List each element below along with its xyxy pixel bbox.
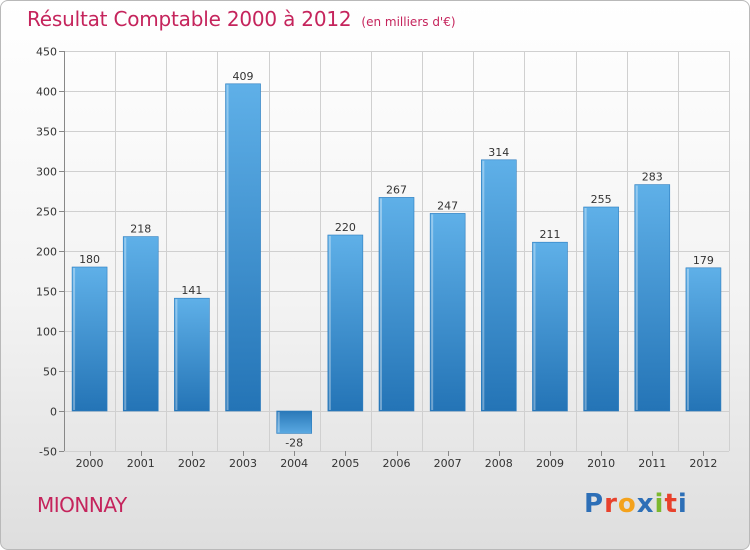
x-tick-label-2001: 2001 [127,457,155,470]
x-tick-label-2011: 2011 [638,457,666,470]
y-tick-label: 0 [50,406,57,419]
data-label-2011: 283 [642,171,663,184]
x-tick-label-2009: 2009 [536,457,564,470]
x-tick-label-2003: 2003 [229,457,257,470]
logo-letter: o [617,489,637,519]
bar-highlight-2010 [584,208,587,410]
bar-2008 [481,159,517,412]
bar-2007 [429,213,466,412]
data-label-2007: 247 [437,199,458,212]
data-label-2006: 267 [386,183,407,196]
data-label-2009: 211 [539,228,560,241]
bar-highlight-2006 [380,198,382,410]
bar-highlight-2003 [226,84,229,411]
data-label-2008: 314 [488,146,509,159]
x-tick-label-2010: 2010 [587,457,615,470]
y-tick-label: 400 [36,86,57,99]
x-tick-label-2012: 2012 [689,457,717,470]
city-name: MIONNAY [37,493,127,517]
bar-2009 [532,241,568,412]
bar-2012 [685,267,722,412]
bar-2000 [71,266,108,412]
bar-2005 [327,234,364,412]
bar-highlight-2012 [686,268,689,410]
data-label-2001: 218 [130,223,151,236]
logo-letter: r [604,489,618,519]
y-tick-label: 350 [36,126,57,139]
bar-highlight-2000 [73,268,76,410]
title-text: Résultat Comptable 2000 à 2012 [27,7,352,31]
bar-2003 [225,83,261,412]
data-label-2010: 255 [591,193,612,206]
bar-highlight-2005 [328,236,331,410]
bar-highlight-2008 [482,160,485,410]
y-tick-label: -50 [39,446,57,459]
data-label-2005: 220 [335,221,356,234]
bar-highlight-2004 [277,412,280,433]
bar-highlight-2007 [431,214,434,410]
bar-highlight-2002 [175,299,178,410]
y-tick-label: 200 [36,246,57,259]
bar-highlight-2009 [533,243,536,410]
y-tick-label: 100 [36,326,57,339]
x-tick-label-2000: 2000 [76,457,104,470]
y-tick-label: 300 [36,166,57,179]
x-tick-label-2005: 2005 [331,457,359,470]
bar-2004 [276,410,312,434]
bar-2001 [122,236,159,412]
logo-letter: x [636,489,655,519]
data-label-2000: 180 [79,253,100,266]
bar-highlight-2001 [124,237,127,410]
chart-title: Résultat Comptable 2000 à 2012 (en millie… [27,7,456,31]
logo-letter: P [584,489,605,519]
y-tick-label: 150 [36,286,57,299]
bar-2011 [634,184,671,412]
proxiti-logo: Proxiti [584,489,688,519]
data-label-2004: -28 [285,436,303,449]
y-tick-label: 50 [43,366,57,379]
logo-letter: t [664,489,678,519]
x-tick-label-2002: 2002 [178,457,206,470]
bar-2002 [174,297,210,412]
bar-highlight-2011 [635,185,638,410]
data-label-2002: 141 [181,284,202,297]
y-tick-label: 450 [36,46,57,59]
y-tick-label: 250 [36,206,57,219]
unit-text: (en milliers d'€) [361,15,456,29]
logo-letter: i [677,489,688,519]
logo-letter: i [654,489,665,519]
x-tick-label-2008: 2008 [485,457,513,470]
data-label-2012: 179 [693,254,714,267]
bar-2010 [583,206,619,412]
x-tick-label-2004: 2004 [280,457,308,470]
x-tick-label-2007: 2007 [434,457,462,470]
bar-2006 [378,197,415,412]
data-label-2003: 409 [233,70,254,83]
x-tick-label-2006: 2006 [383,457,411,470]
